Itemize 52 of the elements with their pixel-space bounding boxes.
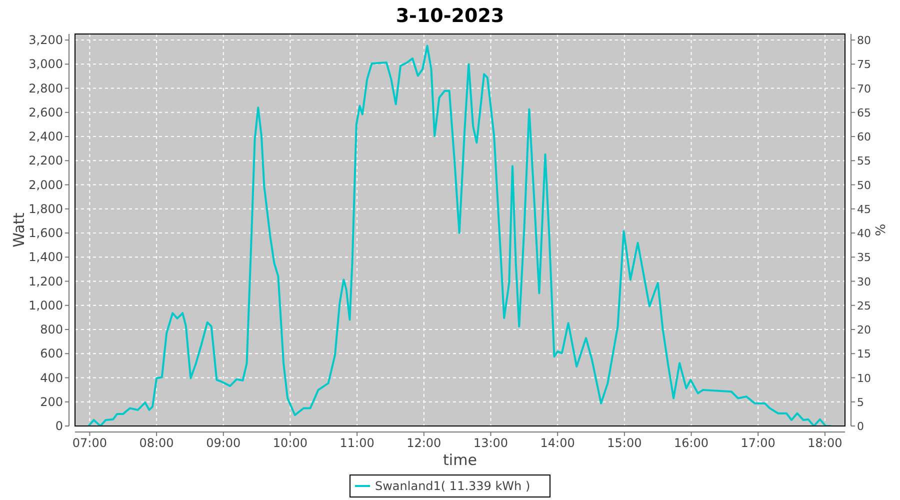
y2-tick-label: 20 (857, 324, 871, 337)
y-axis-title: Watt (10, 212, 28, 248)
y2-tick-label: 55 (857, 154, 871, 168)
y2-tick-label: 65 (857, 106, 871, 120)
y2-tick-label: 70 (857, 82, 871, 96)
x-axis-title: time (443, 451, 477, 469)
x-tick-label: 17:00 (740, 436, 776, 450)
y2-axis-title: % (874, 224, 889, 236)
y-tick-label: 1,000 (28, 298, 63, 312)
x-tick-label: 14:00 (540, 436, 575, 450)
y-tick-label: 1,200 (28, 274, 63, 288)
y2-tick-label: 0 (857, 420, 864, 433)
y-tick-label: 2,600 (28, 105, 63, 120)
x-tick-label: 15:00 (607, 436, 642, 450)
y-tick-label: 0 (55, 419, 63, 433)
x-tick-label: 10:00 (272, 436, 308, 450)
y-tick-label: 600 (40, 346, 63, 361)
y-tick-label: 1,400 (28, 250, 63, 264)
y2-tick-label: 45 (857, 202, 871, 216)
x-tick-label: 18:00 (808, 436, 842, 450)
y-tick-label: 2,200 (28, 154, 63, 168)
y-tick-label: 2,800 (28, 81, 63, 96)
line-series (88, 44, 832, 426)
x-tick-label: 12:00 (406, 436, 442, 450)
x-tick-label: 09:00 (206, 436, 241, 450)
y-tick-label: 1,600 (28, 226, 63, 240)
y2-tick-label: 10 (857, 372, 871, 385)
y-tick-label: 1,800 (28, 202, 63, 216)
y2-tick-label: 35 (857, 251, 871, 264)
x-tick-label: 08:00 (139, 436, 174, 450)
y2-tick-label: 30 (857, 275, 871, 288)
y2-tick-label: 15 (857, 348, 871, 361)
legend-label: Swanland1( 11.339 kWh ) (375, 479, 530, 493)
y2-tick-label: 5 (857, 396, 864, 409)
y2-tick-label: 75 (857, 58, 871, 72)
y2-tick-label: 25 (857, 299, 871, 312)
y2-tick-label: 40 (857, 227, 871, 240)
y-tick-label: 2,400 (28, 130, 63, 144)
x-tick-label: 07:00 (72, 436, 107, 450)
y-tick-label: 3,000 (28, 57, 63, 72)
x-tick-label: 11:00 (340, 436, 374, 450)
x-tick-label: 13:00 (473, 436, 508, 450)
y2-tick-label: 80 (857, 34, 871, 48)
y2-tick-label: 60 (857, 130, 871, 144)
chart-title: 3-10-2023 (396, 5, 504, 27)
y-tick-label: 200 (40, 394, 63, 409)
y-tick-label: 400 (40, 370, 63, 385)
y-tick-label: 3,200 (28, 33, 63, 48)
x-tick-label: 16:00 (674, 436, 709, 450)
y-tick-label: 2,000 (28, 178, 63, 192)
y-tick-label: 800 (40, 322, 63, 337)
y2-tick-label: 50 (857, 178, 871, 192)
